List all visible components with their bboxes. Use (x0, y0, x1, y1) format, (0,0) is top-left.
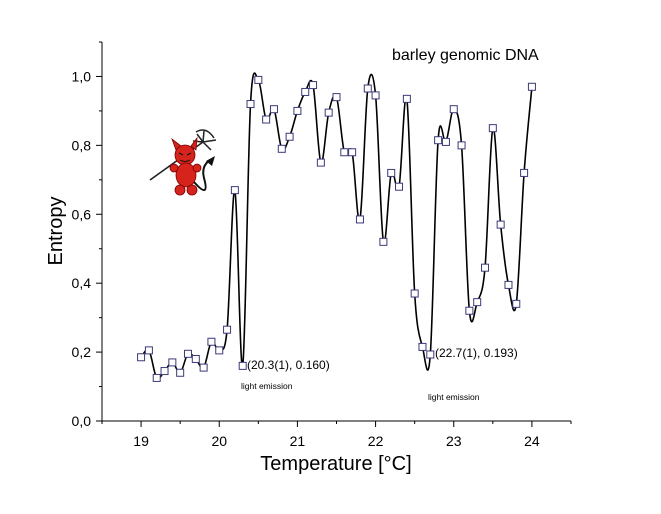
series-markers (137, 75, 536, 382)
x-tick-label: 19 (133, 433, 149, 449)
data-point (371, 91, 380, 100)
y-tick-label: 0,6 (72, 206, 92, 222)
data-point (254, 75, 263, 84)
y-tick-label: 0,2 (72, 344, 92, 360)
data-point (387, 168, 396, 177)
data-point (262, 115, 271, 124)
y-tick-label: 0,0 (72, 413, 92, 429)
data-point (527, 82, 536, 91)
data-point (293, 106, 302, 115)
data-point (269, 105, 278, 114)
data-point (199, 363, 208, 372)
data-point (402, 94, 411, 103)
y-tick-label: 0,4 (72, 275, 92, 291)
data-point (277, 144, 286, 153)
data-point (285, 132, 294, 141)
annotation-2-label: light emission (428, 392, 480, 402)
data-point (176, 368, 185, 377)
data-point (481, 263, 490, 272)
x-tick-label: 21 (290, 433, 306, 449)
data-point (191, 354, 200, 363)
series-line (140, 72, 533, 380)
data-point (348, 148, 357, 157)
data-point (355, 215, 364, 224)
ticks: 19 20 21 22 23 24 0,0 0,2 0,4 0,6 0,8 1,0 (72, 41, 572, 449)
data-point (496, 220, 505, 229)
data-point (230, 186, 239, 195)
x-tick-label: 23 (446, 433, 462, 449)
data-point (488, 124, 497, 133)
x-tick-label: 22 (368, 433, 384, 449)
x-tick-label: 20 (211, 433, 227, 449)
data-point (340, 148, 349, 157)
data-point (152, 373, 161, 382)
annotation-1-label: light emission (241, 381, 293, 391)
data-point (465, 306, 474, 315)
data-point (223, 325, 232, 334)
data-point (246, 100, 255, 109)
data-point (137, 353, 146, 362)
data-point (332, 93, 341, 102)
x-axis-title: Temperature [°C] (260, 453, 411, 475)
data-point (426, 350, 435, 359)
data-point (379, 237, 388, 246)
y-axis-title: Entropy (45, 197, 67, 266)
data-point (301, 87, 310, 96)
data-point (309, 81, 318, 90)
data-point (418, 342, 427, 351)
data-point (324, 108, 333, 117)
data-point (441, 137, 450, 146)
data-point (160, 367, 169, 376)
data-point (395, 182, 404, 191)
data-point (144, 346, 153, 355)
data-point (168, 358, 177, 367)
data-point (183, 349, 192, 358)
data-point (207, 337, 216, 346)
data-point (215, 346, 224, 355)
devil-with-pitchfork-icon (149, 129, 217, 196)
data-point (520, 168, 529, 177)
data-point (473, 298, 482, 307)
data-point (434, 136, 443, 145)
data-point (504, 280, 513, 289)
data-point (457, 141, 466, 150)
data-point (238, 361, 247, 370)
data-point (316, 158, 325, 167)
data-point (410, 289, 419, 298)
data-point (449, 105, 458, 114)
x-tick-label: 24 (524, 433, 540, 449)
data-point (512, 299, 521, 308)
y-tick-label: 0,8 (72, 137, 92, 153)
annotation-1-value: (20.3(1), 0.160) (247, 358, 330, 372)
annotation-2-value: (22.7(1), 0.193) (435, 346, 518, 360)
y-tick-label: 1,0 (72, 68, 92, 84)
data-point (363, 84, 372, 93)
plot-title: barley genomic DNA (392, 47, 539, 64)
